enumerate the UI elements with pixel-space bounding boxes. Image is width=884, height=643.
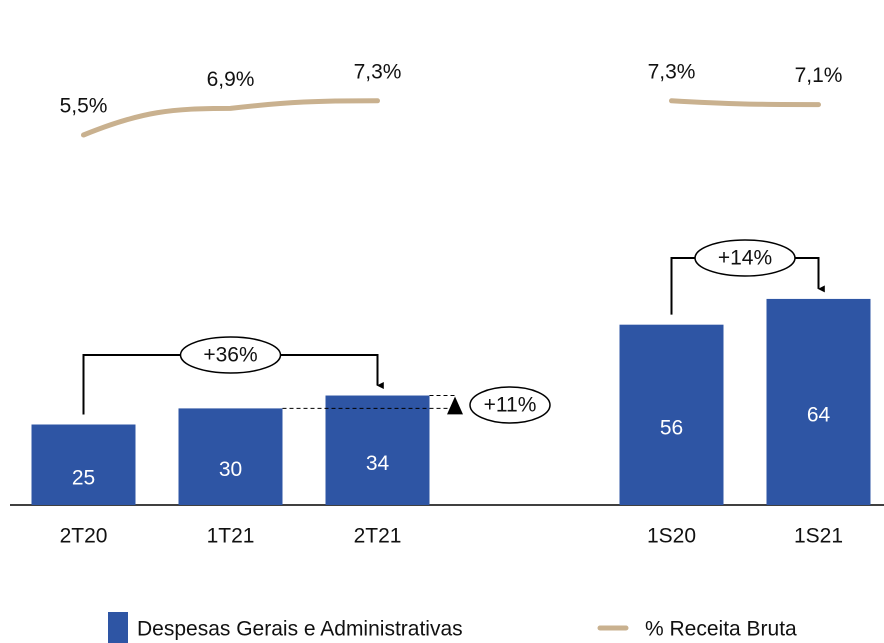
line-label: 7,3% <box>648 60 696 83</box>
legend-swatch <box>108 612 128 643</box>
bar-label: 30 <box>219 458 242 481</box>
bar <box>31 424 136 505</box>
bar-label: 34 <box>366 452 390 475</box>
annotation: +11% <box>484 394 537 417</box>
bar-label: 64 <box>807 404 831 427</box>
line-label: 7,1% <box>795 64 843 87</box>
annotation: +14% <box>718 247 772 270</box>
x-tick-label: 1S21 <box>794 525 843 548</box>
x-tick-label: 2T20 <box>60 525 108 548</box>
line-label: 5,5% <box>60 95 108 118</box>
legend-label: % Receita Bruta <box>645 618 797 641</box>
bar <box>325 395 430 505</box>
x-tick-label: 2T21 <box>354 525 402 548</box>
annotation-bubble <box>179 336 282 374</box>
bar <box>619 324 724 505</box>
line-label: 7,3% <box>354 60 402 83</box>
line <box>81 98 380 138</box>
x-tick-label: 1T21 <box>207 525 255 548</box>
bar-label: 25 <box>72 466 95 489</box>
annotation: +36% <box>203 344 257 367</box>
arrow-up <box>447 396 463 415</box>
bar <box>766 298 871 505</box>
annotation-bubble <box>469 386 551 424</box>
bar <box>178 408 283 505</box>
bar-label: 56 <box>660 416 683 439</box>
annotation-bubble <box>694 239 796 277</box>
line <box>669 98 821 108</box>
line-label: 6,9% <box>207 68 255 91</box>
legend-label: Despesas Gerais e Administrativas <box>137 618 463 641</box>
x-tick-label: 1S20 <box>647 525 696 548</box>
